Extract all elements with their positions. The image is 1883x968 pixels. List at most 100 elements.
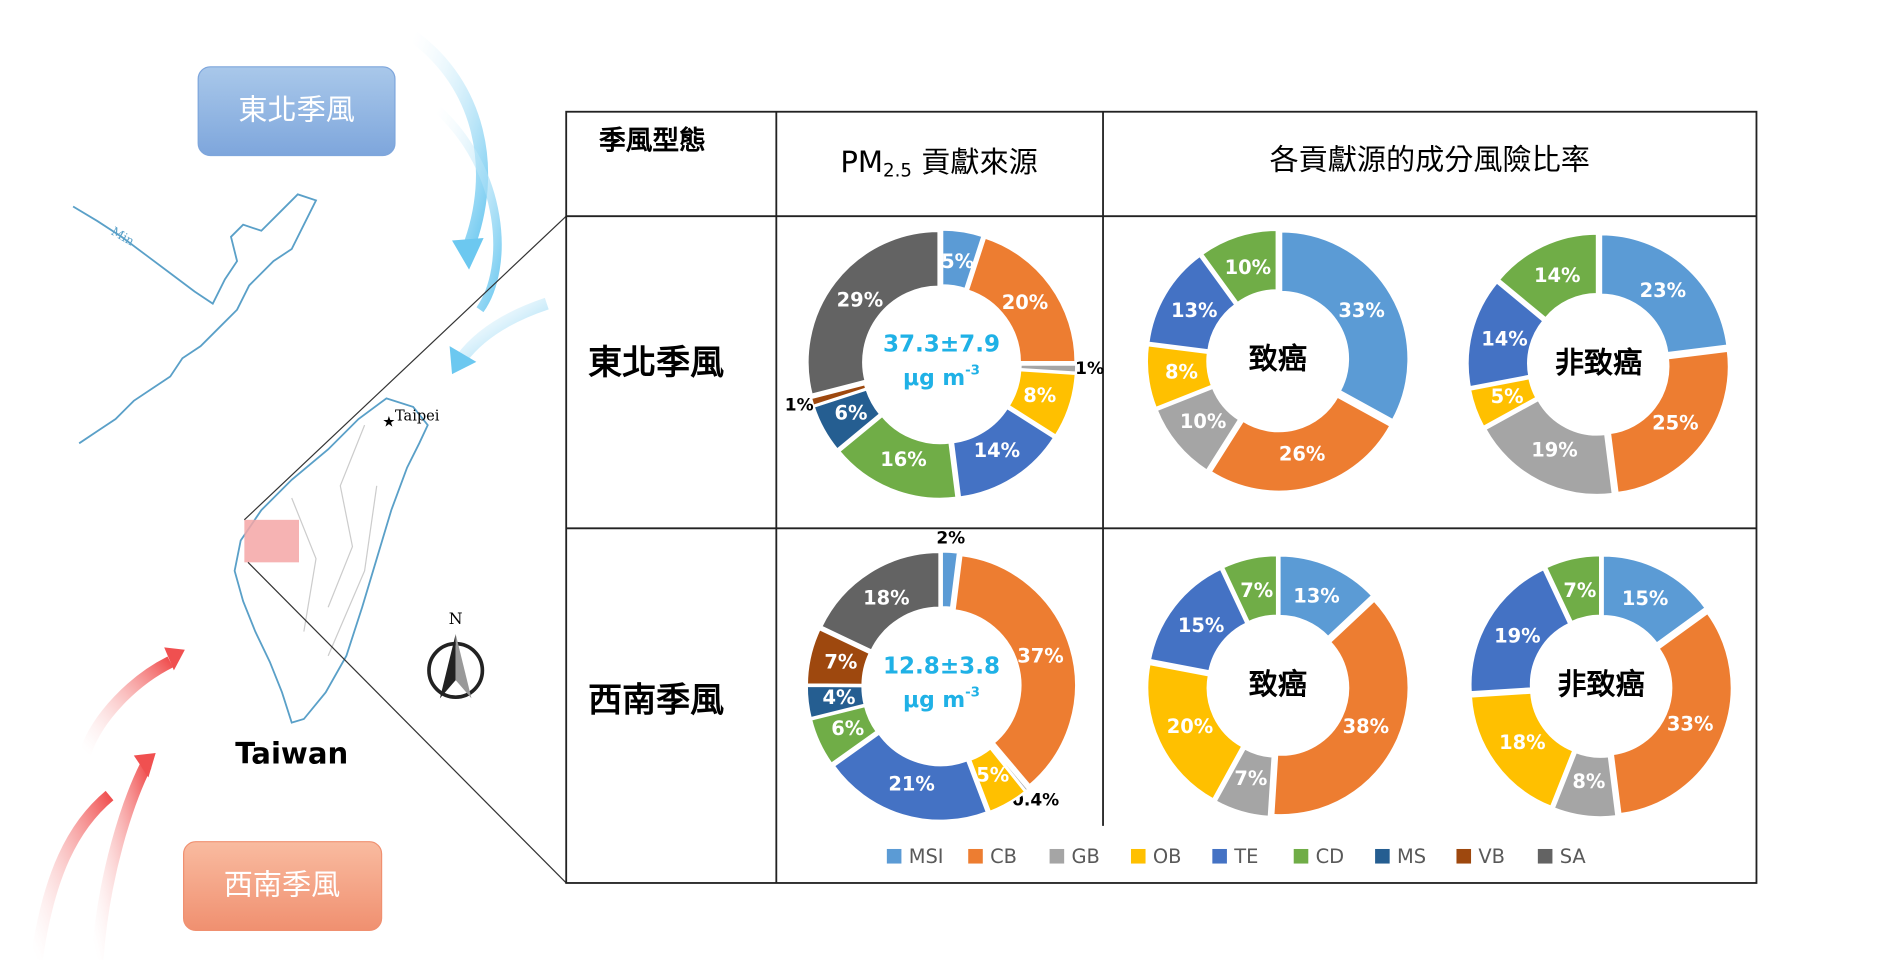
value-label: 13% (1293, 585, 1340, 608)
donut-slice (940, 550, 960, 610)
value-label: 25% (1652, 411, 1699, 434)
ne-arrow (456, 297, 549, 363)
study-area (244, 519, 300, 563)
value-label: 6% (835, 402, 868, 425)
donut-slice (805, 684, 867, 720)
sw-arrow-head (164, 647, 185, 671)
donut-slice (1200, 228, 1279, 305)
value-label: 16% (880, 448, 927, 471)
mainland-coast (72, 193, 318, 445)
zoom-line (247, 561, 567, 884)
value-label: 4% (822, 686, 855, 709)
donut-slice (1145, 343, 1214, 410)
donut-slice (809, 382, 868, 408)
donut-slice (1469, 691, 1576, 809)
value-label: 1% (1075, 359, 1104, 379)
legend-label: CB (990, 845, 1017, 868)
legend-label: OB (1153, 845, 1182, 868)
legend-swatch (1456, 848, 1472, 864)
legend-label: SA (1560, 845, 1587, 868)
north-label: N (449, 609, 463, 628)
value-label: 15% (1178, 614, 1225, 637)
legend-label: CD (1316, 845, 1345, 868)
header-cell: 各貢獻源的成分風險比率 (1270, 143, 1590, 177)
value-label: 20% (1002, 291, 1049, 314)
ne-arrow (409, 31, 489, 252)
city-label: Taipei (395, 408, 440, 425)
donut-slice (1483, 398, 1615, 497)
center-unit-main: μg m (903, 688, 965, 713)
donut-slice (1278, 554, 1375, 639)
legend-label: GB (1071, 845, 1099, 868)
charts: 5%20%1%8%14%16%6%1%29%37.3±7.9μg m-333%2… (785, 228, 1734, 868)
value-label: 26% (1279, 442, 1326, 465)
map-label: Taiwan (235, 736, 348, 770)
center-value: 37.3±7.9 (883, 331, 1000, 357)
legend-label: MSI (909, 845, 944, 868)
value-label: 18% (1499, 731, 1546, 754)
legend-label: MS (1397, 845, 1426, 868)
donut-slice (1544, 553, 1602, 624)
header-cell: 季風型態 (599, 125, 706, 157)
value-label: 37% (1017, 644, 1063, 667)
sw-arrow-head (133, 753, 156, 778)
legend-label: VB (1478, 845, 1505, 868)
compass-needle (455, 633, 472, 699)
value-label: 8% (1572, 770, 1605, 793)
donut-slice (1279, 230, 1410, 422)
header-rest: 貢獻來源 (912, 145, 1038, 179)
donut-slice (1608, 349, 1731, 495)
value-label: 14% (1481, 328, 1528, 351)
ne-arrow-head (449, 346, 477, 375)
value-label: 10% (1180, 410, 1227, 433)
legend-swatch (1212, 848, 1227, 864)
center-unit: μg m-3 (903, 363, 980, 391)
zoom-line (243, 215, 567, 521)
center-label: 非致癌 (1557, 667, 1644, 701)
donut-slice (1611, 611, 1734, 816)
row-label: 西南季風 (588, 681, 724, 721)
center-label: 非致癌 (1555, 345, 1642, 379)
center-unit-sup: -3 (965, 363, 980, 378)
donut-slice (1497, 232, 1599, 321)
legend-swatch (1130, 848, 1146, 864)
value-label: 5% (1491, 385, 1524, 408)
value-label: 8% (1023, 384, 1056, 407)
value-label: 33% (1338, 299, 1385, 322)
value-label: 14% (974, 439, 1021, 462)
value-label: 14% (1534, 264, 1581, 287)
value-label: 13% (1171, 299, 1218, 322)
value-label: 5% (941, 250, 974, 273)
donut-slice (1208, 394, 1393, 493)
legend-swatch (886, 848, 902, 864)
value-label: 2% (936, 528, 965, 548)
donut-slice (1006, 368, 1078, 438)
value-label: 0.4% (1012, 791, 1059, 811)
legend-swatch (1375, 848, 1390, 864)
value-label: 19% (1494, 624, 1541, 647)
sw-bubble (183, 841, 383, 931)
value-label: 1% (785, 396, 814, 416)
donut-slice (1468, 376, 1539, 429)
center-unit: μg m-3 (903, 685, 980, 713)
value-label: 7% (1563, 579, 1596, 602)
ne-arrow-head (452, 238, 484, 270)
donut-slice (1213, 746, 1275, 819)
table-border (565, 110, 1758, 884)
sw-arrow (30, 790, 114, 961)
sw-arrow (91, 762, 152, 960)
row-label: 東北季風 (588, 343, 724, 383)
value-label: 18% (863, 586, 910, 609)
taiwan-outline (233, 397, 429, 724)
value-label: 38% (1343, 715, 1390, 738)
donut-slice (819, 550, 941, 653)
donut-slice (953, 553, 1078, 788)
center-value: 12.8±3.8 (883, 653, 1000, 679)
value-label: 10% (1225, 256, 1272, 279)
donut-slice (1145, 662, 1245, 802)
value-label: 5% (976, 763, 1009, 786)
donut-slice (1466, 280, 1546, 389)
center-label: 致癌 (1249, 667, 1307, 701)
donut-slice (1552, 750, 1618, 819)
